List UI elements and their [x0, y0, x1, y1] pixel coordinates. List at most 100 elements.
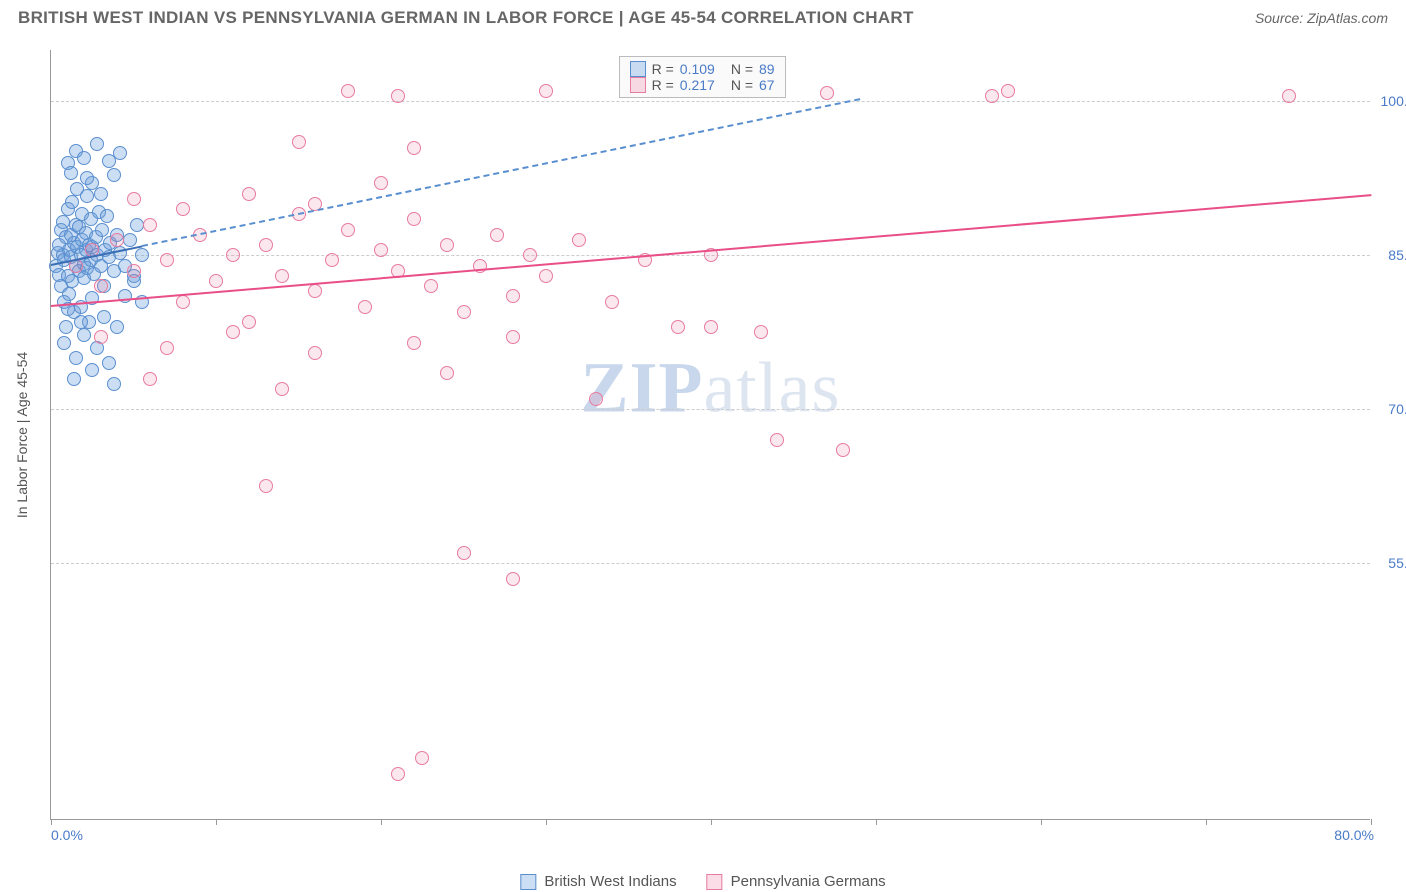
data-point-pag [94, 330, 108, 344]
legend-stats-row-pag: R =0.217N =67 [630, 77, 775, 93]
x-tick-mark [546, 819, 547, 825]
y-tick-label: 70.0% [1376, 401, 1406, 417]
data-point-pag [176, 202, 190, 216]
data-point-pag [127, 264, 141, 278]
x-tick-label-right: 80.0% [1334, 827, 1374, 843]
data-point-pag [490, 228, 504, 242]
data-point-pag [259, 238, 273, 252]
data-point-pag [374, 176, 388, 190]
data-point-bwi [74, 315, 88, 329]
data-point-pag [754, 325, 768, 339]
data-point-pag [275, 382, 289, 396]
trend-line [142, 98, 860, 247]
gridline-h [51, 409, 1370, 410]
data-point-pag [391, 767, 405, 781]
data-point-pag [605, 295, 619, 309]
legend-label-pag: Pennsylvania Germans [731, 873, 886, 890]
data-point-pag [539, 84, 553, 98]
x-tick-mark [1371, 819, 1372, 825]
data-point-pag [209, 274, 223, 288]
legend-n-value: 89 [759, 61, 775, 77]
data-point-bwi [59, 320, 73, 334]
y-axis-label: In Labor Force | Age 45-54 [14, 352, 30, 518]
data-point-pag [506, 289, 520, 303]
data-point-bwi [62, 287, 76, 301]
data-point-bwi [130, 218, 144, 232]
legend-label-bwi: British West Indians [544, 873, 676, 890]
data-point-pag [242, 187, 256, 201]
chart-container: ZIPatlas 55.0%70.0%85.0%100.0%0.0%80.0%R… [50, 50, 1370, 820]
x-tick-mark [1206, 819, 1207, 825]
data-point-pag [671, 320, 685, 334]
data-point-pag [226, 325, 240, 339]
x-tick-label-left: 0.0% [51, 827, 83, 843]
data-point-pag [440, 366, 454, 380]
data-point-pag [160, 253, 174, 267]
data-point-bwi [102, 356, 116, 370]
legend-item-pag: Pennsylvania Germans [707, 873, 886, 890]
data-point-bwi [135, 248, 149, 262]
data-point-pag [94, 279, 108, 293]
legend-stats: R = 0.109 N = 89R =0.217N =67 [619, 56, 786, 98]
data-point-pag [110, 233, 124, 247]
y-tick-label: 55.0% [1376, 555, 1406, 571]
data-point-pag [820, 86, 834, 100]
legend-r-value: 0.217 [680, 77, 715, 93]
data-point-pag [1282, 89, 1296, 103]
data-point-pag [836, 443, 850, 457]
data-point-bwi [80, 189, 94, 203]
data-point-bwi [107, 168, 121, 182]
data-point-bwi [95, 223, 109, 237]
data-point-bwi [123, 233, 137, 247]
legend-item-bwi: British West Indians [520, 873, 676, 890]
data-point-pag [704, 320, 718, 334]
data-point-pag [127, 192, 141, 206]
data-point-pag [572, 233, 586, 247]
y-tick-label: 85.0% [1376, 247, 1406, 263]
data-point-pag [589, 392, 603, 406]
data-point-pag [523, 248, 537, 262]
data-point-bwi [107, 377, 121, 391]
data-point-pag [506, 330, 520, 344]
chart-header: BRITISH WEST INDIAN VS PENNSYLVANIA GERM… [0, 0, 1406, 32]
x-tick-mark [381, 819, 382, 825]
trend-line [51, 194, 1371, 307]
legend-r-label: R = [652, 61, 674, 77]
y-tick-label: 100.0% [1376, 93, 1406, 109]
data-point-pag [160, 341, 174, 355]
data-point-pag [1001, 84, 1015, 98]
data-point-bwi [94, 187, 108, 201]
watermark-bold: ZIP [581, 348, 704, 428]
data-point-bwi [85, 363, 99, 377]
data-point-pag [275, 269, 289, 283]
legend-n-label: N = [731, 61, 753, 77]
data-point-bwi [77, 328, 91, 342]
data-point-pag [226, 248, 240, 262]
data-point-bwi [57, 336, 71, 350]
data-point-pag [424, 279, 438, 293]
legend-stats-row-bwi: R = 0.109 N = 89 [630, 61, 775, 77]
data-point-pag [374, 243, 388, 257]
legend-swatch-pink [707, 874, 723, 890]
legend-swatch [630, 77, 646, 93]
data-point-bwi [77, 151, 91, 165]
x-tick-mark [216, 819, 217, 825]
data-point-pag [985, 89, 999, 103]
data-point-bwi [64, 166, 78, 180]
data-point-bwi [110, 320, 124, 334]
data-point-pag [242, 315, 256, 329]
data-point-pag [358, 300, 372, 314]
data-point-pag [292, 135, 306, 149]
watermark: ZIPatlas [581, 347, 841, 430]
source-attribution: Source: ZipAtlas.com [1255, 10, 1388, 26]
data-point-pag [407, 141, 421, 155]
data-point-pag [341, 84, 355, 98]
legend-bottom: British West Indians Pennsylvania German… [520, 873, 885, 890]
data-point-pag [259, 479, 273, 493]
legend-r-value: 0.109 [680, 61, 715, 77]
x-tick-mark [51, 819, 52, 825]
data-point-pag [440, 238, 454, 252]
data-point-pag [770, 433, 784, 447]
x-tick-mark [876, 819, 877, 825]
data-point-pag [415, 751, 429, 765]
